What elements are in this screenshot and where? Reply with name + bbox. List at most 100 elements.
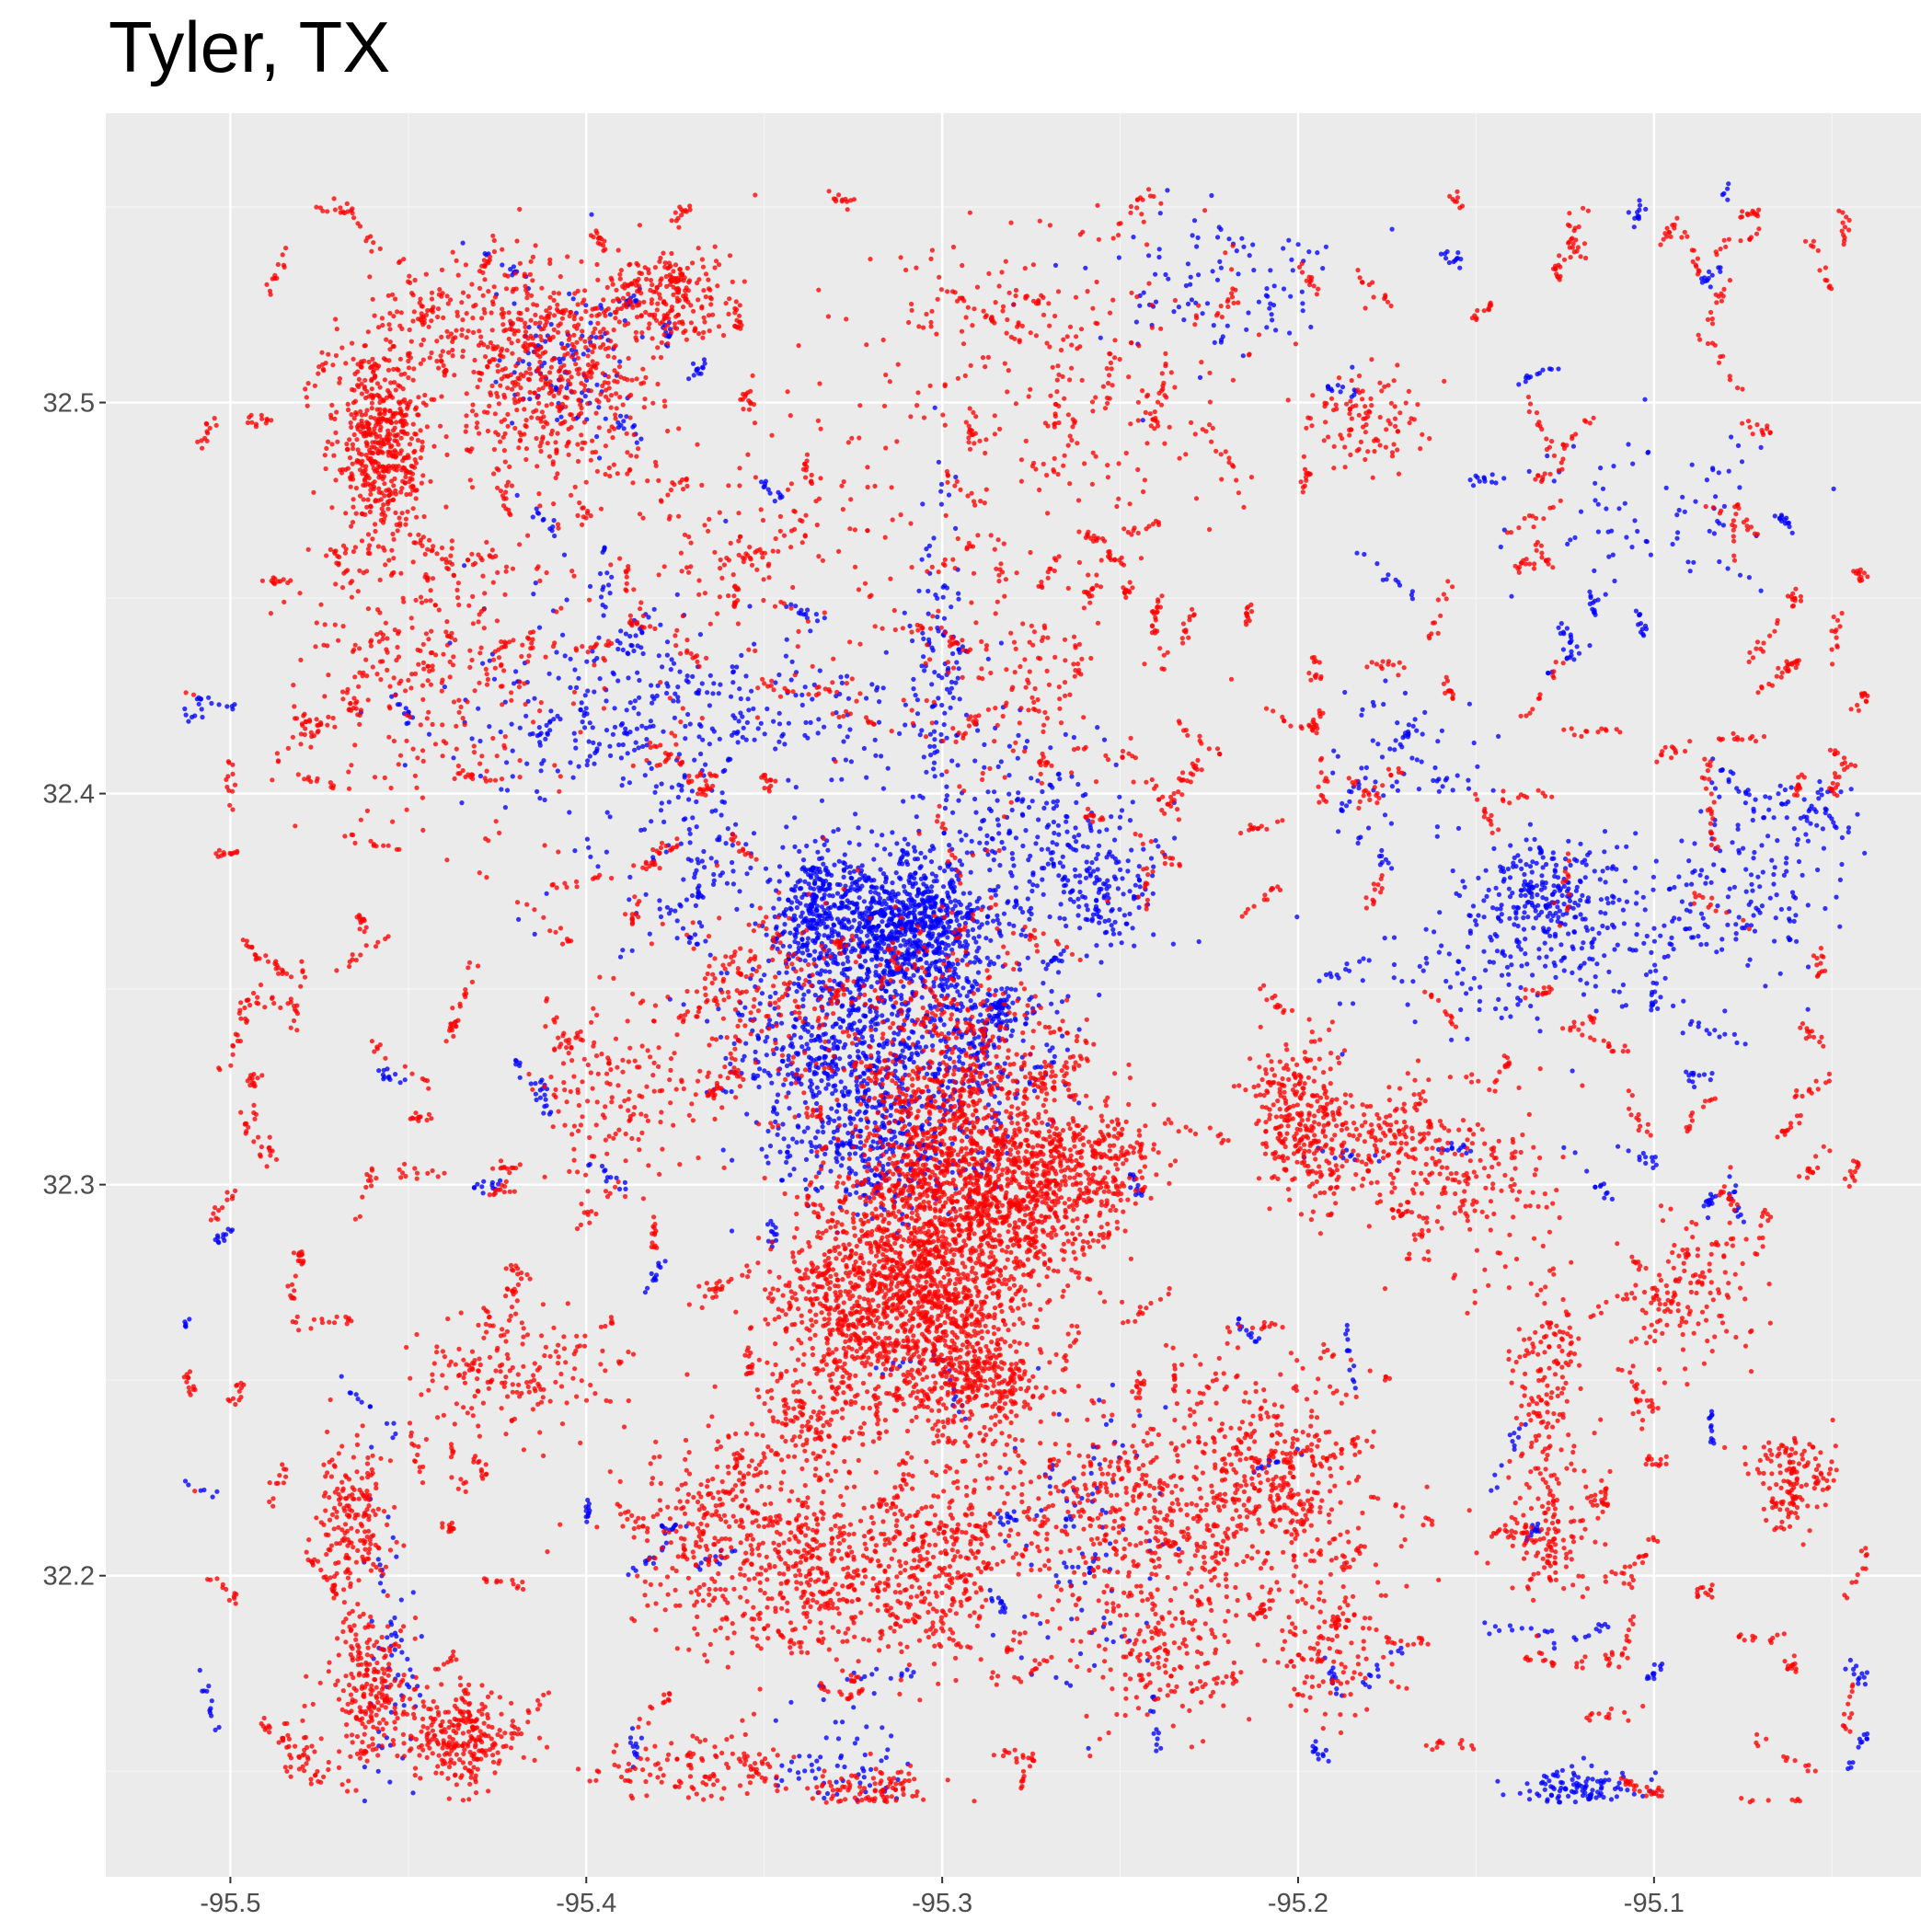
data-point bbox=[831, 1135, 837, 1141]
data-point bbox=[359, 1399, 364, 1405]
data-point bbox=[617, 359, 623, 364]
data-point bbox=[847, 1191, 853, 1197]
data-point bbox=[995, 1002, 1001, 1007]
data-point bbox=[1784, 856, 1789, 861]
data-point bbox=[1057, 860, 1063, 866]
data-point bbox=[932, 750, 937, 755]
data-point bbox=[785, 1155, 790, 1160]
data-point bbox=[1127, 911, 1133, 917]
data-point bbox=[929, 884, 935, 890]
data-point bbox=[1423, 955, 1429, 961]
data-point bbox=[864, 971, 870, 976]
data-point bbox=[897, 875, 903, 880]
data-point bbox=[912, 927, 917, 933]
data-point bbox=[809, 1148, 814, 1155]
data-point bbox=[845, 696, 852, 701]
data-point bbox=[1752, 849, 1757, 856]
data-point bbox=[1054, 842, 1060, 847]
data-point bbox=[793, 1051, 799, 1056]
data-point bbox=[1076, 1027, 1082, 1032]
data-point bbox=[929, 943, 935, 949]
data-point bbox=[1076, 1100, 1082, 1106]
data-point bbox=[993, 892, 998, 898]
data-point bbox=[1705, 1215, 1711, 1221]
data-point bbox=[860, 1157, 866, 1163]
data-point bbox=[1150, 891, 1156, 896]
data-point bbox=[533, 581, 538, 586]
data-point bbox=[224, 704, 230, 709]
data-point bbox=[884, 1038, 890, 1043]
data-point bbox=[687, 721, 693, 727]
data-point bbox=[888, 1112, 893, 1119]
data-point bbox=[1526, 468, 1532, 474]
data-point bbox=[910, 638, 915, 644]
data-point bbox=[797, 848, 802, 855]
data-point bbox=[987, 1587, 993, 1593]
data-point bbox=[936, 696, 941, 701]
data-point bbox=[1572, 857, 1578, 862]
data-point bbox=[1693, 499, 1698, 504]
data-point bbox=[1342, 689, 1348, 696]
data-point bbox=[1347, 1367, 1352, 1373]
data-point bbox=[811, 917, 816, 923]
data-point bbox=[1846, 1760, 1852, 1765]
data-point bbox=[834, 1109, 840, 1114]
data-point bbox=[1113, 762, 1119, 768]
data-point bbox=[1136, 904, 1142, 911]
data-point bbox=[1104, 827, 1110, 833]
data-point bbox=[869, 925, 875, 930]
data-point bbox=[730, 713, 736, 719]
data-point bbox=[753, 1049, 758, 1054]
data-point bbox=[608, 1175, 614, 1180]
data-point bbox=[1716, 470, 1721, 476]
data-point bbox=[838, 1163, 845, 1168]
data-point bbox=[1247, 253, 1252, 259]
data-point bbox=[610, 731, 616, 737]
data-point bbox=[1032, 1064, 1038, 1070]
data-point bbox=[1332, 1156, 1338, 1161]
data-point bbox=[834, 881, 841, 888]
data-point bbox=[694, 799, 699, 805]
data-point bbox=[1704, 1028, 1709, 1033]
data-point bbox=[571, 730, 577, 736]
data-point bbox=[1132, 943, 1137, 949]
data-point bbox=[715, 837, 720, 843]
data-point bbox=[1020, 843, 1026, 849]
data-point bbox=[690, 815, 696, 821]
data-point bbox=[719, 799, 725, 804]
data-point bbox=[948, 705, 953, 710]
data-point bbox=[1117, 906, 1122, 913]
data-point bbox=[894, 841, 900, 846]
data-point bbox=[1823, 811, 1828, 816]
data-point bbox=[1125, 868, 1131, 874]
data-point bbox=[720, 1147, 726, 1153]
data-point bbox=[873, 753, 879, 758]
data-point bbox=[936, 942, 942, 948]
data-point bbox=[1351, 1001, 1356, 1006]
data-point bbox=[1742, 1041, 1748, 1047]
data-point bbox=[861, 899, 868, 904]
data-point bbox=[762, 731, 767, 737]
data-point bbox=[1604, 1190, 1609, 1196]
data-point bbox=[1604, 925, 1610, 931]
data-point bbox=[1564, 655, 1570, 661]
data-point bbox=[829, 1106, 834, 1111]
data-point bbox=[1500, 949, 1506, 954]
data-point bbox=[1009, 851, 1015, 857]
data-point bbox=[1120, 876, 1125, 881]
data-point bbox=[972, 758, 978, 764]
data-point bbox=[966, 979, 972, 984]
data-point bbox=[514, 492, 520, 499]
data-point bbox=[1064, 923, 1069, 929]
data-point bbox=[1839, 834, 1845, 841]
data-point bbox=[806, 952, 811, 958]
data-point bbox=[913, 870, 918, 877]
data-point bbox=[742, 1005, 748, 1010]
data-point bbox=[922, 922, 928, 927]
data-point bbox=[1359, 712, 1364, 718]
data-point bbox=[1057, 915, 1063, 921]
data-point bbox=[1542, 929, 1547, 935]
data-point bbox=[599, 1163, 605, 1169]
data-point bbox=[1508, 843, 1513, 848]
data-point bbox=[1240, 353, 1246, 359]
